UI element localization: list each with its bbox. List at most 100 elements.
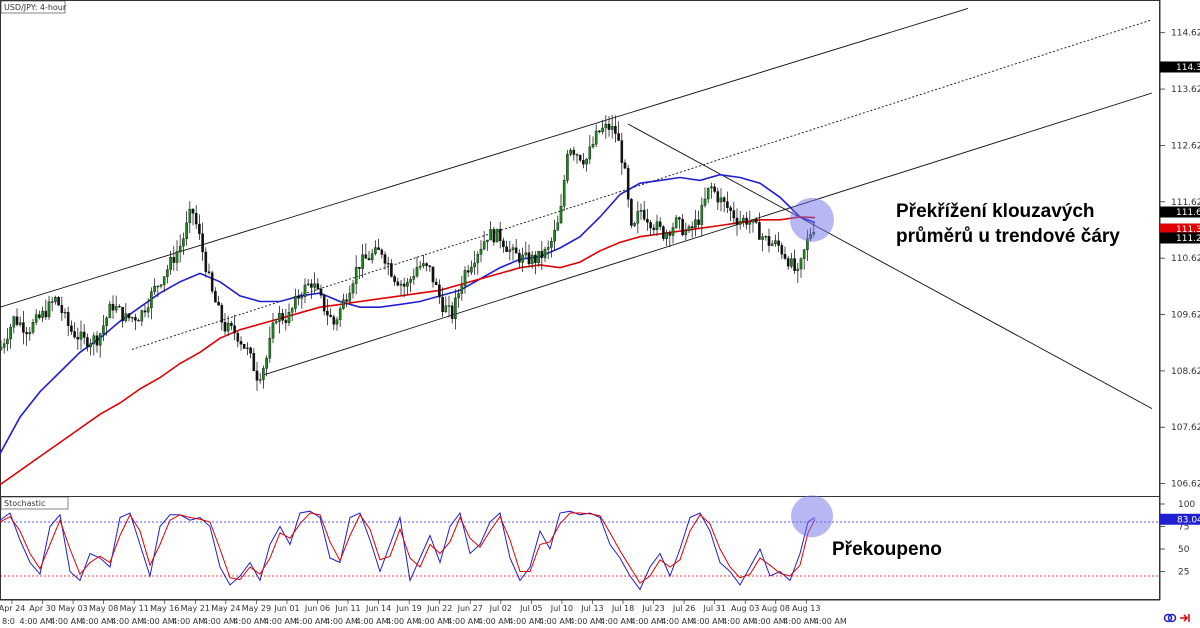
annotation-crossover-line2: průměrů u trendové čáry: [896, 226, 1120, 247]
candle-body: [412, 276, 416, 280]
candle-body: [143, 310, 147, 313]
candle: [386, 256, 390, 276]
x-time-label: 4:00 AM: [111, 617, 144, 626]
candle: [639, 203, 643, 220]
trendline-4: [627, 123, 1153, 410]
x-time-label: 4:00 AM: [172, 617, 205, 626]
candle-body: [546, 247, 550, 250]
candle: [473, 250, 476, 275]
candle: [313, 272, 316, 294]
link-icon[interactable]: [1163, 613, 1177, 623]
price-badge: [1160, 223, 1200, 235]
candle: [12, 315, 16, 334]
candle-body: [431, 266, 435, 283]
y-tick-label: 108.62: [1171, 367, 1200, 377]
candle-body: [287, 312, 291, 323]
candle: [642, 201, 646, 222]
candle: [54, 295, 57, 305]
candle: [425, 262, 428, 272]
candle-body: [188, 208, 192, 223]
candle: [572, 146, 576, 161]
candle-body: [146, 307, 150, 313]
y-tick-label: 106.62: [1171, 480, 1200, 490]
candle: [354, 255, 358, 295]
title-box: [0, 0, 66, 14]
candle-body: [518, 253, 521, 263]
chart-title: USD/JPY: 4-hour: [4, 3, 67, 12]
candle: [678, 216, 681, 230]
x-tick-label: Jun 01: [273, 604, 299, 613]
candle: [9, 323, 12, 349]
candle: [694, 209, 697, 237]
candle: [281, 308, 284, 325]
candle-body: [521, 254, 524, 263]
candle: [79, 320, 83, 350]
y-tick-label: 112.62: [1171, 141, 1200, 151]
candle: [569, 148, 572, 157]
x-tick-label: Aug 03: [731, 604, 759, 613]
candle-body: [687, 226, 691, 231]
candle: [290, 306, 294, 322]
y-tick-label: 113.62: [1171, 85, 1200, 95]
candle-body: [428, 265, 432, 268]
candle: [582, 152, 585, 169]
candle-body: [230, 322, 233, 326]
candle: [447, 295, 451, 318]
candle: [396, 277, 400, 287]
x-time-label: 4:00 AM: [417, 617, 450, 626]
candle-body: [178, 246, 182, 252]
candle: [226, 315, 230, 337]
candle: [214, 287, 217, 303]
candle: [92, 332, 96, 356]
scroll-right-icon[interactable]: [1180, 614, 1190, 622]
candle: [230, 320, 233, 330]
candle: [124, 303, 128, 323]
x-time-label: 4:00 AM: [50, 617, 83, 626]
x-tick-label: Jun 11: [334, 604, 360, 613]
stoch-y-tick-label: 100: [1178, 500, 1195, 510]
candle: [287, 303, 291, 327]
candle: [121, 306, 124, 328]
candle-body: [758, 222, 761, 240]
y-tick-label: 111.62: [1171, 198, 1200, 208]
candle: [559, 193, 563, 225]
candle: [114, 295, 118, 314]
stochastic-title: Stochastic: [4, 499, 45, 508]
candle: [153, 278, 156, 295]
x-time-label: 4:00 AM: [814, 617, 847, 626]
candle-body: [700, 205, 704, 225]
candle-body: [124, 313, 128, 322]
candle-body: [370, 253, 374, 261]
candle: [316, 278, 320, 291]
candle-body: [799, 258, 803, 270]
candle: [742, 214, 745, 227]
candle: [25, 326, 28, 346]
candle: [454, 289, 457, 330]
candle: [15, 308, 19, 327]
candle: [441, 287, 444, 318]
candle: [412, 268, 416, 285]
candle: [34, 309, 38, 326]
candle-body: [649, 222, 652, 229]
candle-body: [633, 223, 636, 226]
candle-body: [585, 158, 588, 165]
candle-body: [486, 239, 489, 242]
candle-body: [706, 187, 710, 200]
candle: [716, 187, 720, 211]
candle-body: [492, 229, 496, 243]
candle-body: [233, 325, 236, 334]
candle: [284, 308, 288, 331]
candle: [156, 285, 160, 298]
candle: [57, 296, 60, 306]
candle-body: [201, 233, 204, 253]
candle: [204, 247, 208, 278]
candle-body: [214, 290, 217, 303]
candle: [239, 336, 243, 351]
candle-body: [790, 258, 793, 267]
x-tick-label: Jul 05: [519, 604, 542, 613]
candle-body: [402, 283, 406, 287]
candle-body: [162, 276, 166, 286]
candle: [527, 244, 531, 268]
candle: [626, 164, 630, 208]
candle: [684, 222, 688, 241]
